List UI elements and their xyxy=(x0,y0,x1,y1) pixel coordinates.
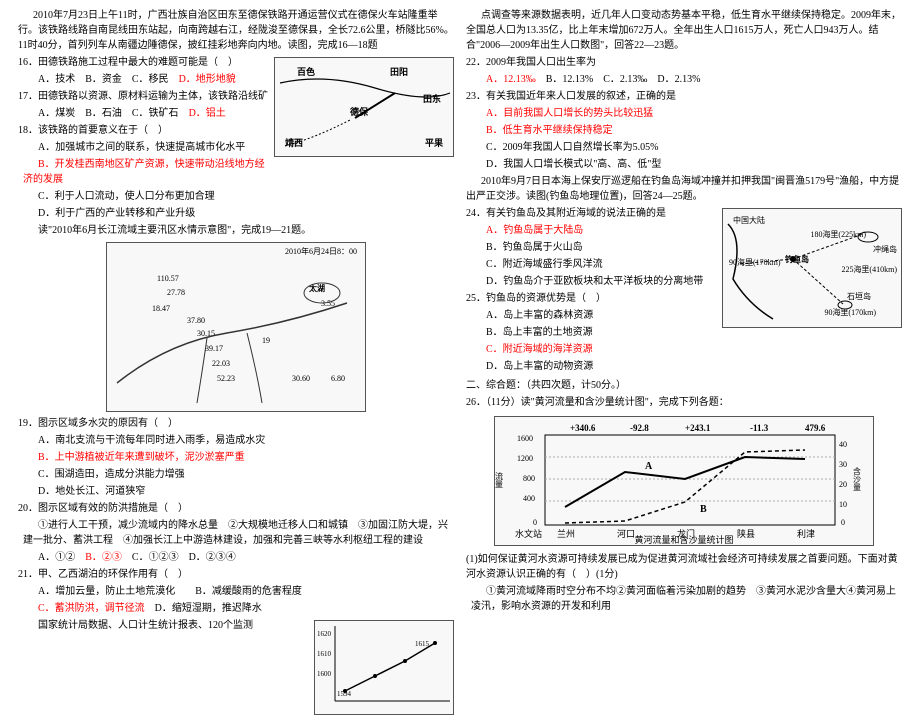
tv1: -92.8 xyxy=(630,423,649,433)
q26-1: (1)如何保证黄河水资源可持续发展已成为促进黄河流域社会经济可持续发展之首要问题… xyxy=(466,552,902,582)
svg-text:800: 800 xyxy=(523,474,535,483)
svg-text:40: 40 xyxy=(839,440,847,449)
q19-c: C．围湖造田，造成分洪能力增强 xyxy=(23,467,454,482)
q19-stem: 19．图示区域多水灾的原因有（ ） xyxy=(18,416,454,431)
q20-line: ①进行人工干预，减少流域内的降水总量 ②大规模地迁移人口和城镇 ③加固江防大堤，… xyxy=(23,518,454,548)
q25-c: C．附近海域的海洋资源 xyxy=(471,342,902,357)
svg-text:B: B xyxy=(700,504,707,515)
intro-text: 2010年7月23日上午11时，广西壮族自治区田东至德保铁路开通运营仪式在德保火… xyxy=(18,8,454,53)
q23-stem: 23．有关我国近年来人口发展的叙述，正确的是 xyxy=(466,89,902,104)
q22-stem: 22．2009年我国人口出生率为 xyxy=(466,55,902,70)
right-cont: 点调查等来源数据表明，近几年人口变动态势基本平稳，低生育水平继续保持稳定。200… xyxy=(466,8,902,53)
q20-opts: A．①② B．②③ C．①②③ D．②③④ xyxy=(23,550,454,565)
right-column: 点调查等来源数据表明，近几年人口变动态势基本平稳，低生育水平继续保持稳定。200… xyxy=(460,8,908,642)
svg-text:流量: 流量 xyxy=(495,471,504,488)
map-diaoyudao: 中国大陆 钓鱼岛 180海里(225km) 90海里(170km) 冲绳岛 石垣… xyxy=(722,208,902,328)
q20-stem: 20．图示区域有效的防洪措施是（ ） xyxy=(18,501,454,516)
q21-a: A．增加云量，防止土地荒漠化 B．减缓酸雨的危害程度 xyxy=(23,584,454,599)
intro-24: 2010年9月7日日本海上保安厅巡逻船在钓鱼岛海域冲撞并扣押我国"闽晋渔5179… xyxy=(466,174,902,204)
q23-c: C．2009年我国人口自然增长率为5.05% xyxy=(471,140,902,155)
q25-d: D．岛上丰富的动物资源 xyxy=(471,359,902,374)
chart-caption: 黄河流量和含沙量统计图 xyxy=(495,534,873,547)
y-1600: 1600 xyxy=(317,670,332,678)
tv4: 479.6 xyxy=(805,423,826,433)
q19-b: B．上中游植被近年来遭到破坏，泥沙淤塞严重 xyxy=(23,450,454,465)
q21-stem: 21．甲、乙西湖泊的环保作用有（ ） xyxy=(18,567,454,582)
y-1620: 1620 xyxy=(317,630,332,638)
svg-text:0: 0 xyxy=(841,518,845,527)
q23-d: D．我国人口增长模式以"高、高、低"型 xyxy=(471,157,902,172)
chart-yellow-river: +340.6 -92.8 +243.1 -11.3 479.6 1600 120… xyxy=(494,416,874,546)
q19-a: A．南北支流与干流每年同时进入雨季，易造成水灾 xyxy=(23,433,454,448)
svg-text:1600: 1600 xyxy=(517,434,533,443)
left-column: 2010年7月23日上午11时，广西壮族自治区田东至德保铁路开通运营仪式在德保火… xyxy=(12,8,460,642)
svg-text:含沙量: 含沙量 xyxy=(853,466,862,491)
q21-c: C．蓄洪防洪，调节径流 D．缩短湿期，推迟降水 xyxy=(23,601,454,616)
map-changjiang-flood: 2010年6月24日8：00 110.57 27.78 18.47 37.80 … xyxy=(106,242,366,412)
tv2: +243.1 xyxy=(685,423,711,433)
svg-text:0: 0 xyxy=(533,518,537,527)
q26-1-opts: ①黄河流域降雨时空分布不均②黄河面临着污染加剧的趋势 ③黄河水泥沙含量大④黄河易… xyxy=(471,584,902,614)
q23-b: B．低生育水平继续保持稳定 xyxy=(471,123,902,138)
svg-text:20: 20 xyxy=(839,480,847,489)
svg-text:A: A xyxy=(645,461,653,472)
read-19: 读"2010年6月长江流域主要汛区水情示意图"，完成19—21题。 xyxy=(23,223,454,238)
tv3: -11.3 xyxy=(750,423,769,433)
svg-text:30: 30 xyxy=(839,460,847,469)
q18-c: C．利于人口流动，使人口分布更加合理 xyxy=(23,189,454,204)
svg-text:1200: 1200 xyxy=(517,454,533,463)
svg-text:400: 400 xyxy=(523,494,535,503)
section-2: 二、综合题：（共四次题，计50分。） xyxy=(466,378,902,393)
map-tiandong-debao: 百色 田阳 田东 德保 靖西 平果 xyxy=(274,57,454,157)
q16-answer: D．地形地貌 xyxy=(179,74,236,85)
q26-stem: 26．（11分）读"黄河流量和含沙量统计图"，完成下列各题： xyxy=(466,395,902,410)
q22-opts: A．12.13‰ B．12.13% C．2.13‰ D．2.13% xyxy=(471,72,902,87)
y-1610: 1610 xyxy=(317,650,332,658)
svg-text:10: 10 xyxy=(839,500,847,509)
q19-d: D．地处长江、河道狭窄 xyxy=(23,484,454,499)
chart-birth-population: 1620 1610 1600 1594 1615 xyxy=(314,620,454,715)
q17-answer: D．铝土 xyxy=(189,108,226,119)
tv0: +340.6 xyxy=(570,423,596,433)
q18-b: B．开发桂西南地区矿产资源，快速带动沿线地方经济的发展 xyxy=(23,157,454,187)
q18-d: D．利于广西的产业转移和产业升级 xyxy=(23,206,454,221)
q23-a: A．目前我国人口增长的势头比较迅猛 xyxy=(471,106,902,121)
